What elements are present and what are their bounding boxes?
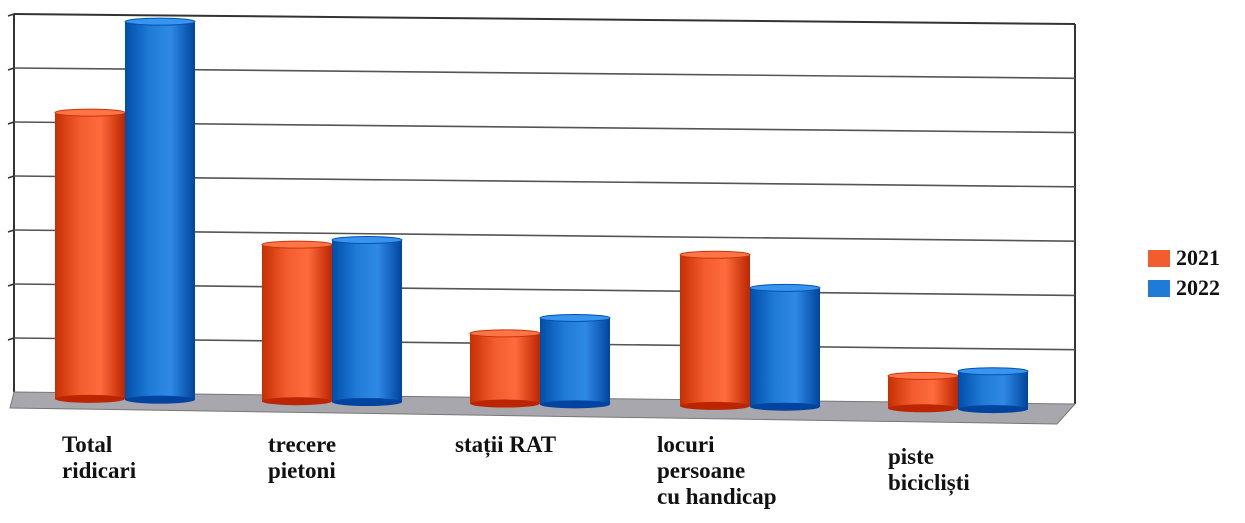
y-tick bbox=[7, 283, 15, 287]
bar-2022-0 bbox=[124, 17, 196, 404]
bar-2021-2 bbox=[469, 329, 541, 408]
bar-2022-3 bbox=[749, 283, 821, 411]
category-label-3: locuri persoane cu handicap bbox=[657, 432, 777, 509]
bar-2021-4 bbox=[887, 371, 959, 413]
y-tick bbox=[7, 337, 15, 341]
category-label-0: Total ridicari bbox=[62, 432, 137, 483]
bar-2021-3 bbox=[679, 250, 751, 410]
bar-2022-4 bbox=[957, 367, 1029, 414]
legend-swatch-2021 bbox=[1148, 249, 1170, 267]
bar-2021-0 bbox=[54, 108, 126, 403]
category-label-2: stații RAT bbox=[455, 432, 557, 457]
category-label-1: trecere pietoni bbox=[268, 432, 337, 483]
legend-label-2021: 2021 bbox=[1176, 245, 1220, 270]
category-label-4: piste bicicliști bbox=[888, 444, 970, 495]
bar-2021-1 bbox=[261, 240, 333, 406]
y-tick bbox=[7, 175, 15, 179]
legend-item-2022: 2022 bbox=[1148, 273, 1220, 303]
bar-2022-2 bbox=[539, 313, 611, 409]
y-tick bbox=[7, 67, 15, 71]
legend-item-2021: 2021 bbox=[1148, 243, 1220, 273]
legend-swatch-2022 bbox=[1148, 279, 1170, 297]
y-tick bbox=[7, 229, 15, 233]
legend-label-2022: 2022 bbox=[1176, 275, 1220, 300]
y-tick bbox=[7, 13, 15, 17]
frame-top bbox=[13, 13, 1076, 25]
bar-2022-1 bbox=[331, 235, 403, 406]
y-tick bbox=[7, 121, 15, 125]
legend: 2021 2022 bbox=[1148, 243, 1220, 303]
bars bbox=[54, 17, 1029, 414]
